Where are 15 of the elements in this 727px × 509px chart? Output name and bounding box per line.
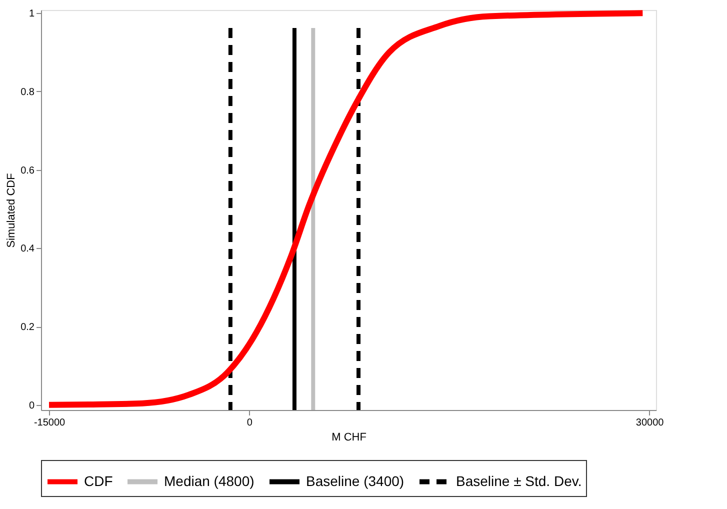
x-tick-label: 30000 [636, 418, 664, 428]
y-tick-label: 0.6 [20, 165, 35, 176]
legend-label: Median (4800) [164, 472, 254, 489]
y-tick-label: 0.2 [20, 322, 35, 334]
x-tick-label: -15000 [34, 418, 66, 428]
y-tick-label: 0 [28, 400, 35, 412]
legend-label: CDF [84, 472, 113, 489]
x-tick-label: 0 [246, 418, 253, 428]
legend-label: Baseline ± Std. Dev. [456, 472, 582, 489]
y-axis-title: Simulated CDF [6, 172, 18, 248]
x-axis-title: M CHF [332, 432, 367, 444]
y-tick-label: 0.4 [20, 244, 35, 255]
legend-label: Baseline (3400) [306, 472, 404, 489]
y-tick-label: 0.8 [20, 86, 35, 98]
y-tick-label: 1 [28, 8, 35, 20]
